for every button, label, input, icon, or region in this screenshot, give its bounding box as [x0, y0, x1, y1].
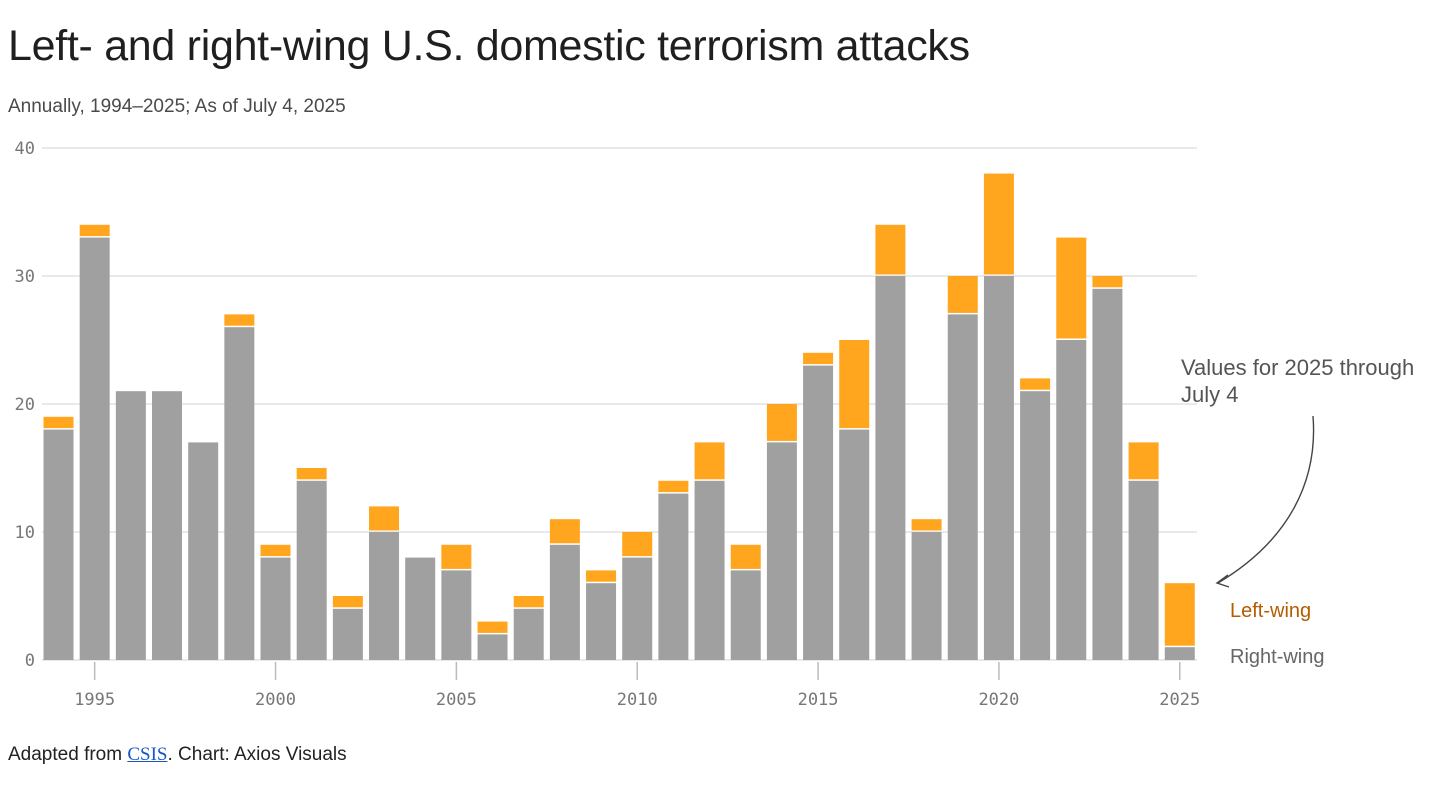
- bar-left-wing-2003: [369, 506, 400, 531]
- bar-left-wing-2018: [911, 519, 942, 531]
- x-tick-label: 1995: [74, 690, 115, 710]
- bar-left-wing-2013: [730, 544, 761, 569]
- x-tick-label: 2020: [978, 690, 1019, 710]
- bar-right-wing-2014: [766, 442, 797, 660]
- legend-left-wing: Left-wing: [1230, 600, 1311, 622]
- bar-left-wing-2012: [694, 442, 725, 480]
- annotation-line-2: July 4: [1181, 382, 1238, 407]
- source-link[interactable]: CSIS: [127, 744, 168, 765]
- bar-right-wing-2018: [911, 532, 942, 660]
- x-axis-ticks: 1995 2000 2005 2010 2015 2020 2025: [74, 662, 1200, 710]
- bar-left-wing-2001: [296, 468, 327, 480]
- bar-left-wing-2023: [1092, 276, 1123, 288]
- y-tick-label: 40: [15, 139, 35, 159]
- bar-right-wing-2002: [332, 608, 363, 660]
- bar-left-wing-2000: [260, 544, 291, 557]
- x-tick-label: 2000: [255, 690, 296, 710]
- bar-right-wing-1995: [79, 237, 110, 660]
- bar-left-wing-2006: [477, 621, 508, 633]
- bar-right-wing-2021: [1020, 391, 1051, 660]
- x-tick-label: 2025: [1159, 690, 1200, 710]
- annotation-line-1: Values for 2025 through: [1181, 355, 1414, 380]
- bar-right-wing-2013: [730, 570, 761, 660]
- source-note: Adapted from CSIS. Chart: Axios Visuals: [8, 744, 347, 766]
- bar-left-wing-2009: [586, 570, 617, 582]
- bar-left-wing-1995: [79, 224, 110, 237]
- bar-right-wing-2006: [477, 634, 508, 660]
- bar-left-wing-2010: [622, 532, 653, 557]
- bar-right-wing-2001: [296, 480, 327, 660]
- bar-left-wing-2015: [803, 352, 834, 365]
- bar-left-wing-2025: [1164, 583, 1195, 646]
- bar-right-wing-2019: [947, 314, 978, 660]
- bar-right-wing-2017: [875, 276, 906, 660]
- bar-right-wing-2016: [839, 429, 870, 660]
- bar-right-wing-1998: [188, 442, 219, 660]
- bar-left-wing-2021: [1020, 378, 1051, 390]
- bar-left-wing-2019: [947, 276, 978, 313]
- bar-left-wing-2002: [332, 596, 363, 608]
- y-tick-label: 30: [15, 267, 35, 287]
- bar-right-wing-2009: [586, 583, 617, 660]
- bar-right-wing-2005: [441, 570, 472, 660]
- bar-right-wing-2010: [622, 557, 653, 660]
- y-tick-label: 0: [25, 651, 35, 671]
- bar-right-wing-2012: [694, 480, 725, 660]
- x-tick-label: 2005: [436, 690, 477, 710]
- bar-left-wing-2005: [441, 544, 472, 569]
- bars: [43, 173, 1195, 660]
- bar-left-wing-2008: [549, 519, 580, 544]
- bar-left-wing-2020: [983, 173, 1014, 275]
- bar-left-wing-2011: [658, 480, 689, 493]
- bar-right-wing-2007: [513, 608, 544, 660]
- bar-left-wing-2022: [1056, 237, 1087, 339]
- bar-left-wing-2014: [766, 404, 797, 441]
- bar-left-wing-2016: [839, 340, 870, 429]
- bar-right-wing-1994: [43, 429, 74, 660]
- x-tick-label: 2015: [798, 690, 839, 710]
- source-prefix: Adapted from: [8, 744, 128, 765]
- bar-right-wing-2008: [549, 544, 580, 660]
- bar-left-wing-2007: [513, 596, 544, 608]
- bar-right-wing-2025: [1164, 647, 1195, 660]
- annotation-arrow: [1217, 415, 1315, 584]
- bar-left-wing-2024: [1128, 442, 1159, 480]
- bar-right-wing-2011: [658, 493, 689, 660]
- legend-right-wing: Right-wing: [1230, 646, 1324, 668]
- x-tick-label: 2010: [617, 690, 658, 710]
- bar-right-wing-2015: [803, 365, 834, 660]
- bar-left-wing-1999: [224, 314, 255, 326]
- bar-right-wing-1997: [152, 391, 183, 660]
- bar-left-wing-1994: [43, 416, 74, 429]
- bar-right-wing-2023: [1092, 288, 1123, 660]
- source-suffix: . Chart: Axios Visuals: [167, 744, 347, 765]
- y-tick-label: 10: [15, 523, 35, 543]
- bar-right-wing-2003: [369, 532, 400, 660]
- chart-subtitle: Annually, 1994–2025; As of July 4, 2025: [8, 96, 346, 117]
- bar-right-wing-2022: [1056, 340, 1087, 660]
- bar-left-wing-2017: [875, 224, 906, 275]
- annotation-arrowhead: [1215, 574, 1230, 588]
- chart-title: Left- and right-wing U.S. domestic terro…: [8, 22, 970, 70]
- bar-right-wing-2004: [405, 557, 436, 660]
- y-tick-label: 20: [15, 395, 35, 415]
- y-axis-ticks: 0 10 20 30 40: [15, 139, 35, 671]
- bar-right-wing-2000: [260, 557, 291, 660]
- bar-right-wing-2020: [983, 276, 1014, 660]
- bar-right-wing-2024: [1128, 480, 1159, 660]
- bar-right-wing-1996: [115, 391, 146, 660]
- annotation: Values for 2025 through July 4: [1181, 355, 1414, 588]
- bar-right-wing-1999: [224, 327, 255, 660]
